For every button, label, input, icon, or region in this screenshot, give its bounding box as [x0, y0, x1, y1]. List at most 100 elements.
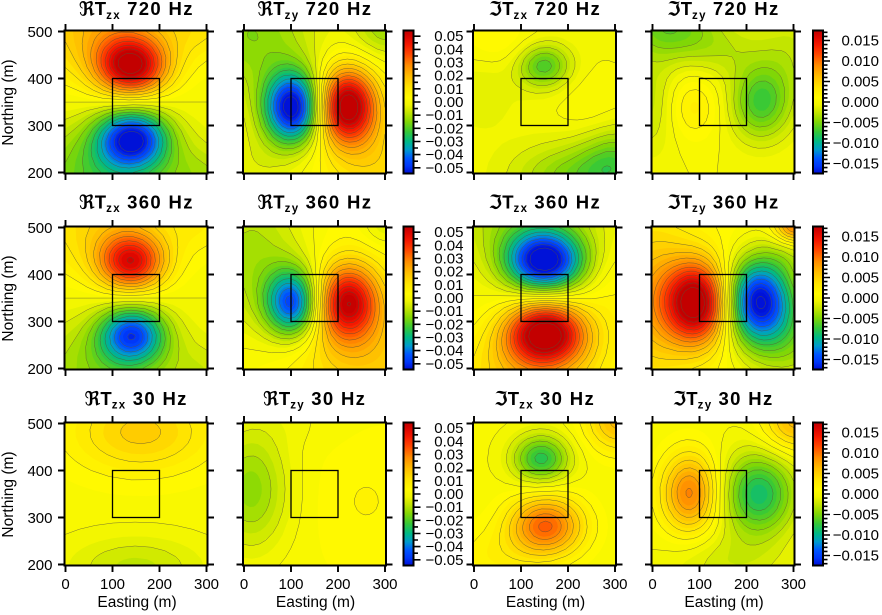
- svg-text:0.005: 0.005: [841, 466, 879, 483]
- svg-text:400: 400: [27, 267, 52, 284]
- svg-text:300: 300: [781, 576, 806, 593]
- svg-text:−0.04: −0.04: [426, 343, 464, 360]
- svg-text:0.01: 0.01: [434, 81, 463, 98]
- svg-text:0.00: 0.00: [434, 486, 463, 503]
- svg-text:T: T: [686, 388, 699, 409]
- svg-text:−0.05: −0.05: [426, 552, 464, 569]
- svg-text:30 Hz: 30 Hz: [719, 388, 774, 409]
- svg-text:zx: zx: [514, 203, 529, 215]
- svg-text:T: T: [95, 0, 108, 19]
- svg-text:400: 400: [27, 463, 52, 480]
- svg-text:0.04: 0.04: [434, 237, 463, 254]
- svg-text:0.02: 0.02: [434, 68, 463, 85]
- svg-text:300: 300: [194, 576, 219, 593]
- svg-text:30 Hz: 30 Hz: [311, 388, 366, 409]
- svg-text:Easting (m): Easting (m): [684, 594, 763, 611]
- svg-text:T: T: [95, 192, 108, 213]
- svg-text:0.005: 0.005: [841, 74, 879, 91]
- svg-text:30 Hz: 30 Hz: [133, 388, 188, 409]
- svg-text:zy: zy: [698, 400, 713, 412]
- svg-text:0.00: 0.00: [434, 94, 463, 111]
- svg-text:Northing (m): Northing (m): [0, 255, 17, 341]
- svg-text:100: 100: [687, 576, 712, 593]
- svg-text:T: T: [508, 388, 521, 409]
- svg-text:−0.05: −0.05: [426, 160, 464, 177]
- svg-text:T: T: [273, 0, 286, 19]
- svg-text:0.03: 0.03: [434, 55, 463, 72]
- svg-text:−0.01: −0.01: [426, 303, 464, 320]
- svg-text:−0.015: −0.015: [833, 547, 879, 564]
- svg-text:0.015: 0.015: [841, 229, 879, 246]
- svg-text:200: 200: [555, 576, 580, 593]
- svg-text:−0.01: −0.01: [426, 499, 464, 516]
- svg-text:Northing (m): Northing (m): [0, 59, 17, 145]
- svg-text:−0.005: −0.005: [833, 506, 879, 523]
- svg-text:0.05: 0.05: [434, 28, 463, 45]
- svg-text:−0.005: −0.005: [833, 310, 879, 327]
- svg-text:T: T: [279, 388, 292, 409]
- svg-text:0: 0: [61, 576, 69, 593]
- svg-text:300: 300: [27, 510, 52, 527]
- svg-text:−0.04: −0.04: [426, 147, 464, 164]
- svg-text:720 Hz: 720 Hz: [534, 0, 601, 19]
- svg-text:Easting (m): Easting (m): [276, 594, 355, 611]
- svg-text:360 Hz: 360 Hz: [306, 192, 373, 213]
- svg-text:300: 300: [27, 314, 52, 331]
- svg-text:zx: zx: [106, 10, 121, 22]
- svg-text:100: 100: [508, 576, 533, 593]
- svg-text:720 Hz: 720 Hz: [127, 0, 194, 19]
- svg-text:T: T: [681, 0, 694, 19]
- svg-text:zy: zy: [290, 400, 305, 412]
- svg-text:0.010: 0.010: [841, 53, 879, 70]
- svg-text:Northing (m): Northing (m): [0, 451, 17, 537]
- svg-text:−0.010: −0.010: [833, 527, 879, 544]
- svg-text:−0.010: −0.010: [833, 331, 879, 348]
- svg-text:0.00: 0.00: [434, 290, 463, 307]
- svg-text:0.010: 0.010: [841, 249, 879, 266]
- svg-text:200: 200: [27, 165, 52, 182]
- svg-text:0.010: 0.010: [841, 445, 879, 462]
- svg-text:300: 300: [372, 576, 397, 593]
- svg-text:zx: zx: [106, 203, 121, 215]
- svg-text:0.03: 0.03: [434, 251, 463, 268]
- svg-text:360 Hz: 360 Hz: [713, 192, 780, 213]
- svg-text:0.005: 0.005: [841, 270, 879, 287]
- svg-text:0.01: 0.01: [434, 277, 463, 294]
- svg-text:0.03: 0.03: [434, 447, 463, 464]
- svg-text:300: 300: [602, 576, 627, 593]
- svg-text:zy: zy: [285, 203, 300, 215]
- svg-text:zy: zy: [692, 10, 707, 22]
- svg-text:zy: zy: [692, 203, 707, 215]
- svg-text:720 Hz: 720 Hz: [306, 0, 373, 19]
- svg-text:0: 0: [240, 576, 248, 593]
- svg-text:0: 0: [470, 576, 478, 593]
- svg-text:0: 0: [648, 576, 656, 593]
- svg-text:0.02: 0.02: [434, 460, 463, 477]
- svg-text:zx: zx: [514, 10, 529, 22]
- svg-text:T: T: [681, 192, 694, 213]
- svg-text:0.015: 0.015: [841, 33, 879, 50]
- svg-text:0.01: 0.01: [434, 473, 463, 490]
- svg-text:0.015: 0.015: [841, 425, 879, 442]
- svg-text:−0.02: −0.02: [426, 316, 464, 333]
- svg-text:360 Hz: 360 Hz: [534, 192, 601, 213]
- svg-text:zx: zx: [519, 400, 534, 412]
- svg-text:−0.02: −0.02: [426, 120, 464, 137]
- svg-text:500: 500: [27, 416, 52, 433]
- svg-text:−0.015: −0.015: [833, 155, 879, 172]
- svg-text:500: 500: [27, 24, 52, 41]
- svg-text:0.04: 0.04: [434, 41, 463, 58]
- svg-text:0.000: 0.000: [841, 486, 879, 503]
- svg-text:T: T: [273, 192, 286, 213]
- svg-text:0.02: 0.02: [434, 264, 463, 281]
- svg-text:200: 200: [27, 557, 52, 574]
- svg-text:−0.02: −0.02: [426, 512, 464, 529]
- svg-text:720 Hz: 720 Hz: [713, 0, 780, 19]
- svg-text:0.05: 0.05: [434, 224, 463, 241]
- svg-text:−0.005: −0.005: [833, 114, 879, 131]
- svg-text:−0.05: −0.05: [426, 356, 464, 373]
- svg-text:−0.010: −0.010: [833, 135, 879, 152]
- svg-text:200: 200: [27, 361, 52, 378]
- svg-text:−0.01: −0.01: [426, 107, 464, 124]
- svg-text:200: 200: [325, 576, 350, 593]
